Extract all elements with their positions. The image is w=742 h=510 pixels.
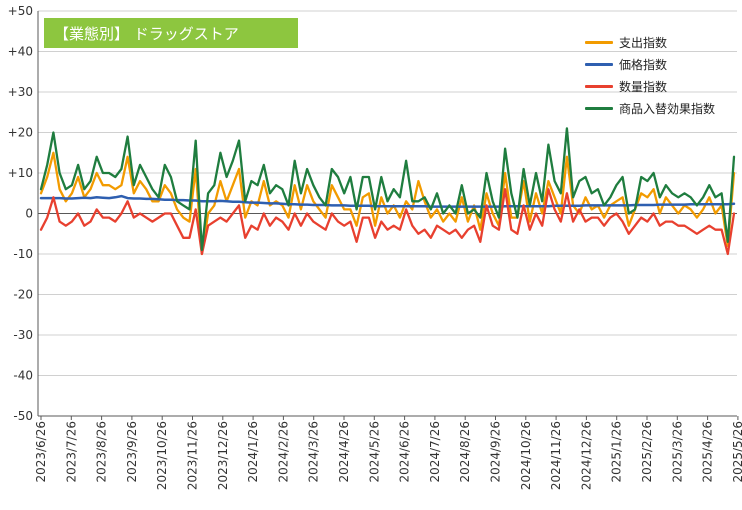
x-tick-label: 2024/1/26 — [246, 421, 260, 483]
series-line-0 — [39, 151, 736, 256]
legend-item-product-replacement: 商品入替効果指数 — [585, 97, 715, 119]
x-tick-label: 2024/4/26 — [337, 421, 351, 483]
x-tick-label: 2025/4/26 — [701, 421, 715, 483]
x-tick-label: 2023/6/26 — [34, 421, 48, 483]
y-tick-label: -20 — [13, 288, 33, 302]
legend-swatch-price — [585, 62, 613, 66]
y-tick-label: -30 — [13, 328, 33, 342]
x-tick-label: 2023/12/26 — [216, 421, 230, 490]
y-tick-label: +40 — [8, 45, 33, 59]
x-tick-label: 2024/5/26 — [367, 421, 381, 483]
legend-label-quantity: 数量指数 — [619, 79, 668, 94]
series-line-3 — [39, 127, 736, 252]
legend-item-spending: 支出指数 — [585, 31, 715, 53]
x-tick-label: 2023/9/26 — [125, 421, 139, 483]
x-tick-label: 2025/5/26 — [731, 421, 742, 483]
x-tick-labels: 2023/6/26 2023/7/26 2023/8/26 2023/9/26 2023… — [34, 421, 742, 490]
y-tick-label: -40 — [13, 369, 33, 383]
y-tick-label: +20 — [8, 126, 33, 140]
x-tick-label: 2024/12/26 — [579, 421, 593, 490]
series-line-1 — [39, 194, 736, 208]
legend: 支出指数 価格指数 数量指数 商品入替効果指数 — [585, 31, 715, 119]
legend-swatch-spending — [585, 40, 613, 44]
x-tick-label: 2024/7/26 — [428, 421, 442, 483]
y-tick-label: -50 — [13, 409, 33, 423]
x-tick-label: 2024/6/26 — [398, 421, 412, 483]
x-tick-label: 2023/11/26 — [186, 421, 200, 490]
x-tick-label: 2025/3/26 — [670, 421, 684, 483]
legend-item-quantity: 数量指数 — [585, 75, 715, 97]
x-tick-label: 2023/8/26 — [95, 421, 109, 483]
x-tick-label: 2024/9/26 — [489, 421, 503, 483]
x-tick-label: 2024/3/26 — [307, 421, 321, 483]
x-tick-label: 2023/10/26 — [155, 421, 169, 490]
y-tick-label: +30 — [8, 85, 33, 99]
x-tick-label: 2024/2/26 — [276, 421, 290, 483]
chart-title-text: 【業態別】 ドラッグストア — [54, 24, 239, 43]
legend-swatch-product-replacement — [585, 106, 613, 110]
x-tick-label: 2024/8/26 — [458, 421, 472, 483]
legend-label-product-replacement: 商品入替効果指数 — [619, 101, 716, 116]
y-tick-label: +50 — [8, 4, 33, 18]
y-tick-labels: +50 +40 +30 +20 +10 0 -10 -20 -30 -40 -50 — [8, 4, 33, 423]
series-lines — [39, 127, 736, 256]
series-line-2 — [39, 188, 736, 256]
x-tick-label: 2024/10/26 — [519, 421, 533, 490]
x-tick-label: 2025/2/26 — [640, 421, 654, 483]
legend-swatch-quantity — [585, 84, 613, 88]
legend-label-spending: 支出指数 — [619, 35, 668, 50]
x-tick-label: 2024/11/26 — [549, 421, 563, 490]
y-tick-label: -10 — [13, 247, 33, 261]
legend-label-price: 価格指数 — [619, 57, 668, 72]
legend-item-price: 価格指数 — [585, 53, 715, 75]
x-tick-label: 2025/1/26 — [610, 421, 624, 483]
y-tick-label: 0 — [25, 207, 33, 221]
chart-title: 【業態別】 ドラッグストア — [44, 18, 298, 48]
y-tick-label: +10 — [8, 166, 33, 180]
x-tick-label: 2023/7/26 — [64, 421, 78, 483]
